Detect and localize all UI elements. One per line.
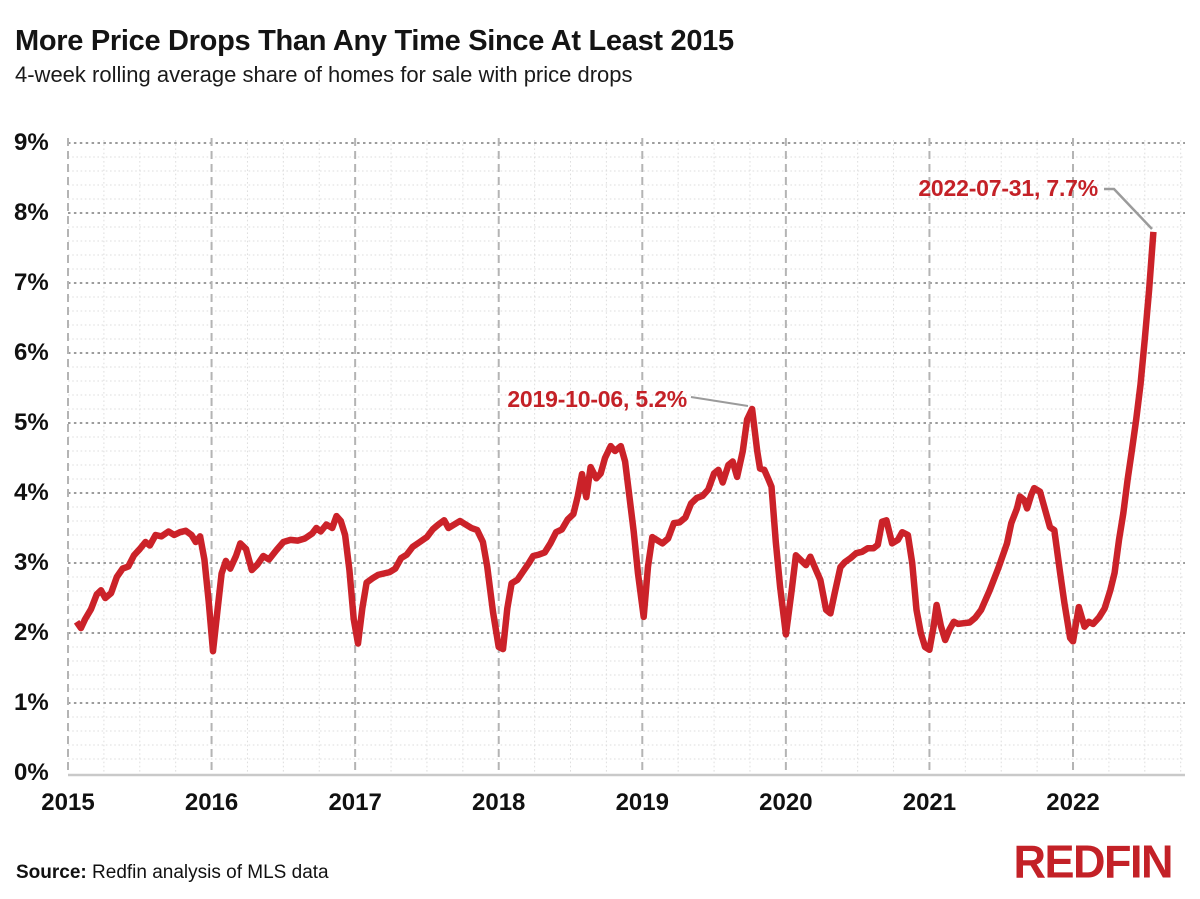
source-note: Source: Redfin analysis of MLS data <box>16 862 329 884</box>
data-layer <box>73 187 1157 655</box>
x-tick-2020: 2020 <box>759 789 813 816</box>
source-text: Redfin analysis of MLS data <box>86 862 329 883</box>
y-tick-2: 2% <box>14 619 49 646</box>
annotation-2019-peak: 2019-10-06, 5.2% <box>507 386 687 412</box>
callout-line-2022 <box>1104 187 1153 230</box>
annotation-2022-peak: 2022-07-31, 7.7% <box>918 175 1098 201</box>
page-subtitle: 4-week rolling average share of homes fo… <box>15 62 633 87</box>
x-tick-2015: 2015 <box>41 789 95 816</box>
source-label: Source: <box>16 862 87 883</box>
callout-line-2019 <box>690 396 749 407</box>
x-tick-2021: 2021 <box>902 789 957 816</box>
price-drops-line <box>73 231 1157 655</box>
page-title: More Price Drops Than Any Time Since At … <box>15 25 734 57</box>
major-gridlines <box>67 138 1185 777</box>
y-tick-5: 5% <box>14 409 49 436</box>
x-tick-2017: 2017 <box>328 789 382 816</box>
y-tick-3: 3% <box>14 549 49 576</box>
x-tick-2016: 2016 <box>184 789 239 816</box>
redfin-logo: REDFIN <box>1013 834 1174 888</box>
y-tick-0: 0% <box>14 759 49 786</box>
x-tick-2019: 2019 <box>615 789 669 816</box>
y-tick-7: 7% <box>14 269 49 296</box>
x-tick-2022: 2022 <box>1046 789 1100 816</box>
y-tick-1: 1% <box>14 689 49 716</box>
y-tick-4: 4% <box>14 479 49 506</box>
x-tick-2018: 2018 <box>472 789 526 816</box>
y-tick-9: 9% <box>14 129 49 156</box>
minor-gridlines <box>68 140 1185 775</box>
y-tick-6: 6% <box>14 339 49 366</box>
y-tick-8: 8% <box>14 199 49 226</box>
